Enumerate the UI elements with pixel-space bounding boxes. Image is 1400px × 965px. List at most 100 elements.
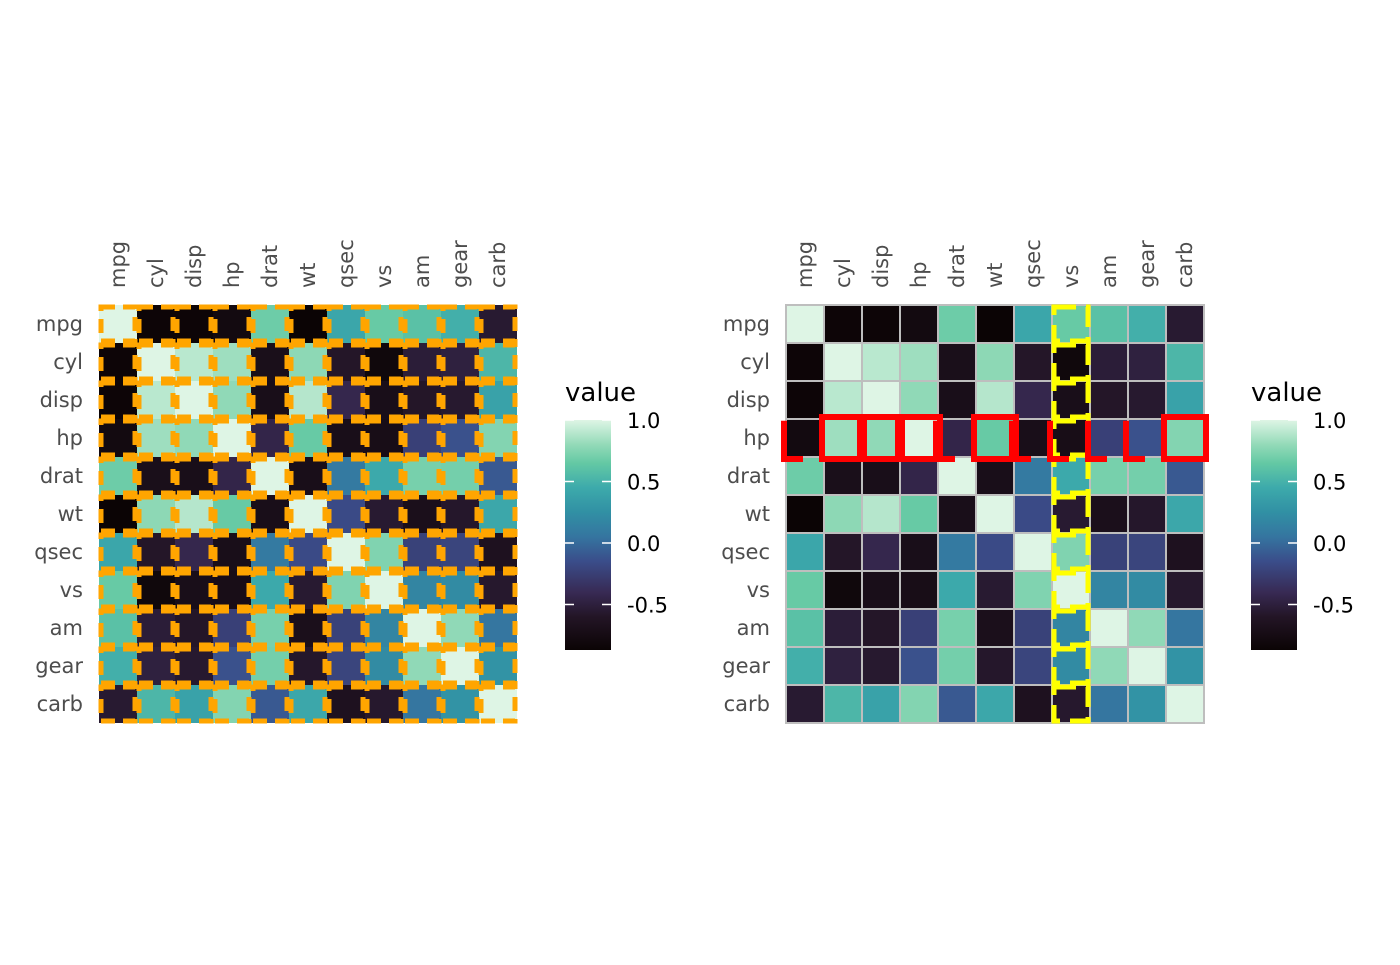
cell-hp-disp: [861, 418, 901, 458]
cell-hp-gear: [1127, 418, 1167, 458]
cell-drat-carb: [1165, 456, 1205, 496]
red-outline-hp-disp: [857, 414, 905, 462]
cell-disp-vs: [365, 381, 403, 419]
heatmap-cells: [99, 305, 517, 723]
cell-carb-disp: [861, 684, 901, 724]
cell-vs-vs: [1051, 570, 1091, 610]
outline-mpg-gear: [440, 304, 480, 344]
cell-hp-vs: [1051, 418, 1091, 458]
x-tick-drat: drat: [258, 245, 282, 288]
x-tick-qsec: qsec: [334, 239, 358, 288]
cell-drat-wt: [975, 456, 1015, 496]
cell-gear-qsec: [1013, 646, 1053, 686]
cell-mpg-mpg: [785, 304, 825, 344]
outline-hp-mpg: [98, 418, 138, 458]
yellow-outline-drat-vs: [1051, 456, 1091, 496]
cell-gear-disp: [175, 647, 213, 685]
outline-am-cyl: [136, 608, 176, 648]
outline-mpg-vs: [364, 304, 404, 344]
outline-am-wt: [288, 608, 328, 648]
cell-hp-disp: [175, 419, 213, 457]
legend-tick-label-2: 0.0: [627, 532, 660, 556]
cell-gear-vs: [365, 647, 403, 685]
red-partial-outline-hp-vs: [1047, 420, 1069, 462]
cell-drat-wt: [289, 457, 327, 495]
cell-wt-am: [1089, 494, 1129, 534]
cell-hp-vs: [365, 419, 403, 457]
outline-wt-disp: [174, 494, 214, 534]
outline-drat-disp: [174, 456, 214, 496]
cell-disp-gear: [441, 381, 479, 419]
cell-drat-gear: [441, 457, 479, 495]
outline-hp-drat: [250, 418, 290, 458]
cell-mpg-disp: [175, 305, 213, 343]
outline-am-qsec: [326, 608, 366, 648]
cell-cyl-disp: [175, 343, 213, 381]
outline-mpg-disp: [174, 304, 214, 344]
cell-vs-mpg: [785, 570, 825, 610]
cell-wt-disp: [861, 494, 901, 534]
outline-drat-gear: [440, 456, 480, 496]
cell-am-mpg: [785, 608, 825, 648]
x-tick-mpg: mpg: [106, 241, 130, 288]
cell-drat-carb: [479, 457, 517, 495]
outline-wt-vs: [364, 494, 404, 534]
cell-drat-vs: [365, 457, 403, 495]
cell-carb-wt: [975, 684, 1015, 724]
cell-am-mpg: [99, 609, 137, 647]
outline-disp-hp: [212, 380, 252, 420]
y-tick-disp: disp: [40, 388, 83, 412]
outline-cyl-carb: [478, 342, 518, 382]
cell-gear-gear: [1127, 646, 1167, 686]
cell-hp-gear: [441, 419, 479, 457]
outline-vs-drat: [250, 570, 290, 610]
outline-carb-qsec: [326, 684, 366, 724]
y-tick-cyl: cyl: [740, 350, 770, 374]
cell-qsec-hp: [899, 532, 939, 572]
cell-mpg-carb: [479, 305, 517, 343]
outline-gear-am: [402, 646, 442, 686]
cell-wt-qsec: [1013, 494, 1053, 534]
cell-disp-am: [403, 381, 441, 419]
cell-drat-qsec: [1013, 456, 1053, 496]
legend-tick-label-2: 0.0: [1313, 532, 1346, 556]
yellow-outline-vs-vs: [1051, 570, 1091, 610]
cell-hp-cyl: [823, 418, 863, 458]
cell-drat-am: [403, 457, 441, 495]
cell-disp-wt: [975, 380, 1015, 420]
cell-wt-wt: [975, 494, 1015, 534]
outline-cyl-drat: [250, 342, 290, 382]
cell-carb-mpg: [785, 684, 825, 724]
cell-am-disp: [861, 608, 901, 648]
outline-carb-hp: [212, 684, 252, 724]
cell-qsec-am: [403, 533, 441, 571]
cell-carb-cyl: [137, 685, 175, 723]
legend-tick-label-1: 0.5: [627, 470, 660, 494]
outline-am-mpg: [98, 608, 138, 648]
x-axis-tick-labels: mpg cyl disp hp drat wt qsec vs am gear carb: [793, 239, 1197, 288]
cell-qsec-am: [1089, 532, 1129, 572]
red-outline-hp-cyl: [819, 414, 867, 462]
cell-gear-vs: [1051, 646, 1091, 686]
cell-cyl-qsec: [1013, 342, 1053, 382]
cell-vs-cyl: [137, 571, 175, 609]
yellow-outline-carb-vs: [1051, 684, 1091, 724]
cell-mpg-mpg: [99, 305, 137, 343]
outline-am-gear: [440, 608, 480, 648]
cell-drat-am: [1089, 456, 1129, 496]
outline-wt-hp: [212, 494, 252, 534]
cell-gear-qsec: [327, 647, 365, 685]
cell-gear-wt: [289, 647, 327, 685]
cell-qsec-gear: [441, 533, 479, 571]
cell-carb-cyl: [823, 684, 863, 724]
cell-cyl-cyl: [137, 343, 175, 381]
outline-wt-am: [402, 494, 442, 534]
cell-am-qsec: [1013, 608, 1053, 648]
y-tick-drat: drat: [727, 464, 770, 488]
cell-qsec-wt: [289, 533, 327, 571]
outline-gear-disp: [174, 646, 214, 686]
cell-disp-wt: [289, 381, 327, 419]
cell-mpg-wt: [289, 305, 327, 343]
cell-qsec-vs: [365, 533, 403, 571]
